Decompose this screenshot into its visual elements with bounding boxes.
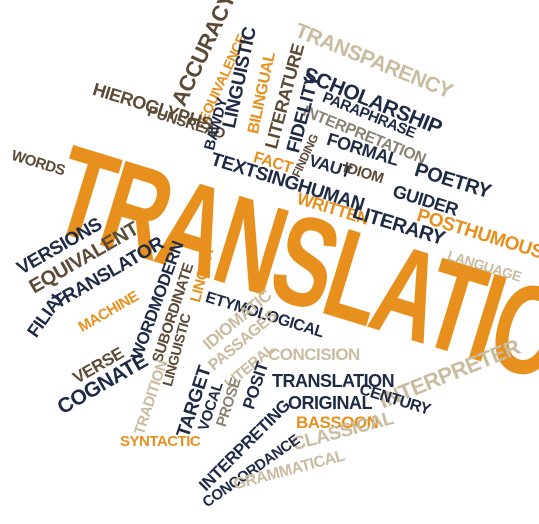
word-original: ORIGINAL (288, 393, 373, 413)
word-syntactic: SYNTACTIC (120, 433, 201, 450)
word-concision: CONCISION (268, 345, 360, 364)
word-translation-small: TRANSLATION (272, 371, 395, 391)
word-filial: FILIAL (23, 286, 70, 341)
word-words: WORDS (9, 147, 67, 180)
word-bassoon: BASSOON (296, 413, 379, 432)
